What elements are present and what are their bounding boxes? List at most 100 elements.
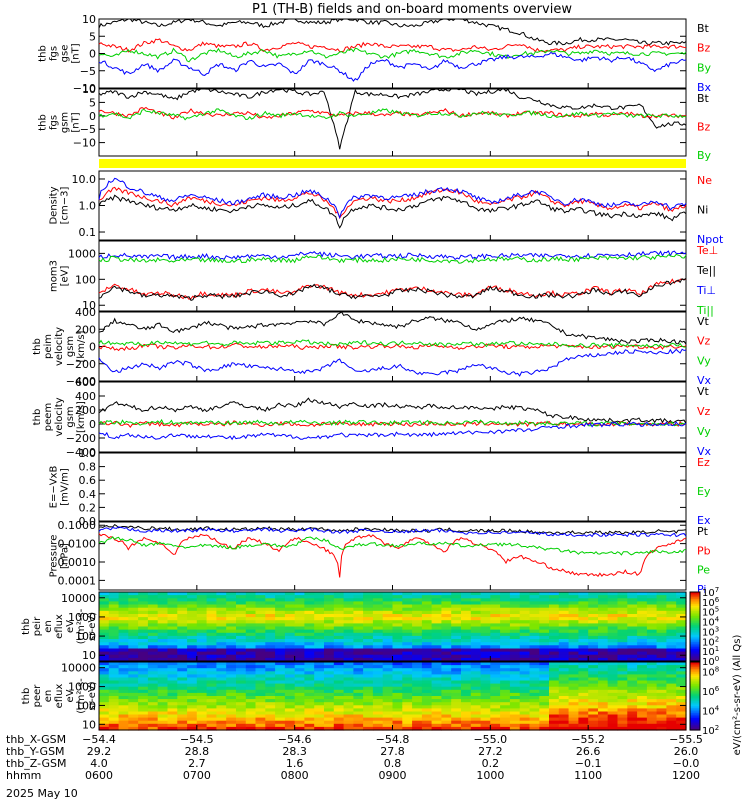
spectrogram-cell bbox=[402, 651, 413, 656]
spectrogram-cell bbox=[177, 683, 188, 688]
spectrogram-cell bbox=[353, 671, 364, 675]
y-tick-label: −400 bbox=[66, 446, 96, 459]
spectrogram-cell bbox=[99, 726, 110, 731]
spectrogram-cell bbox=[372, 629, 384, 634]
spectrogram-cell bbox=[284, 592, 296, 596]
spectrogram-cell bbox=[402, 623, 413, 628]
spectrogram-cell bbox=[147, 689, 159, 694]
spectrogram-cell bbox=[549, 665, 560, 669]
spectrogram-cell bbox=[509, 665, 521, 669]
spectrogram-cell bbox=[382, 614, 394, 618]
spectrogram-cell bbox=[304, 651, 315, 656]
spectrogram-cell bbox=[480, 635, 491, 640]
spectrogram-cell bbox=[382, 635, 394, 640]
spectrogram-cell bbox=[196, 639, 208, 643]
spectrogram-cell bbox=[324, 723, 335, 728]
spectrogram-cell bbox=[529, 614, 540, 618]
spectrogram-cell bbox=[245, 654, 257, 659]
spectrogram-cell bbox=[470, 632, 482, 637]
spectrogram-cell bbox=[412, 686, 423, 691]
spectrogram-cell bbox=[128, 705, 139, 709]
spectrogram-cell bbox=[275, 607, 286, 612]
spectrogram-cell bbox=[167, 665, 178, 669]
spectrogram-cell bbox=[99, 714, 110, 719]
spectrogram-cell bbox=[99, 617, 110, 621]
spectrogram-cell bbox=[558, 668, 570, 672]
spectrogram-cell bbox=[470, 680, 482, 685]
spectrogram-cell bbox=[275, 629, 286, 634]
series-Ne bbox=[98, 186, 687, 220]
colorbar-cell bbox=[690, 668, 700, 672]
spectrogram-cell bbox=[196, 705, 208, 709]
y-axis-label: thb bbox=[21, 618, 32, 635]
spectrogram-cell bbox=[421, 626, 433, 631]
spectrogram-cell bbox=[382, 662, 394, 666]
spectrogram-cell bbox=[588, 642, 599, 646]
spectrogram-cell bbox=[167, 708, 178, 713]
spectrogram-cell bbox=[412, 662, 423, 666]
spectrogram-cell bbox=[147, 705, 159, 709]
spectrogram-cell bbox=[333, 623, 345, 628]
spectrogram-cell bbox=[431, 671, 442, 675]
x-axis-value: −54.5 bbox=[180, 733, 214, 746]
spectrogram-cell bbox=[245, 610, 257, 615]
spectrogram-cell bbox=[539, 714, 550, 719]
spectrogram-cell bbox=[480, 623, 491, 628]
spectrogram-cell bbox=[324, 711, 335, 716]
spectrogram-cell bbox=[402, 696, 413, 700]
spectrogram-cell bbox=[324, 592, 335, 596]
spectrogram-cell bbox=[255, 717, 266, 722]
spectrogram-cell bbox=[314, 632, 325, 637]
spectrogram-cell bbox=[382, 723, 394, 728]
spectrogram-cell bbox=[598, 635, 609, 640]
spectrogram-cell bbox=[607, 601, 619, 606]
spectrogram-cell bbox=[236, 604, 247, 609]
spectrogram-cell bbox=[343, 686, 354, 691]
spectrogram-cell bbox=[656, 723, 667, 728]
spectrogram-cell bbox=[314, 595, 325, 599]
y-tick-label: 0.1000 bbox=[58, 519, 97, 532]
spectrogram-cell bbox=[617, 720, 628, 725]
spectrogram-cell bbox=[676, 671, 687, 675]
spectrogram-cell bbox=[147, 610, 159, 615]
spectrogram-cell bbox=[99, 632, 110, 637]
spectrogram-cell bbox=[402, 626, 413, 631]
spectrogram-cell bbox=[656, 689, 667, 694]
spectrogram-cell bbox=[568, 642, 579, 646]
spectrogram-cell bbox=[519, 696, 531, 700]
spectrogram-cell bbox=[324, 717, 335, 722]
spectrogram-cell bbox=[529, 623, 540, 628]
spectrogram-cell bbox=[343, 699, 354, 703]
spectrogram-cell bbox=[676, 598, 687, 602]
spectrogram-cell bbox=[392, 720, 403, 725]
spectrogram-cell bbox=[128, 614, 139, 618]
spectrogram-cell bbox=[617, 635, 628, 640]
spectrogram-cell bbox=[314, 607, 325, 612]
spectrogram-cell bbox=[676, 699, 687, 703]
spectrogram-cell bbox=[666, 620, 677, 624]
spectrogram-cell bbox=[314, 617, 325, 621]
spectrogram-cell bbox=[509, 708, 521, 713]
spectrogram-cell bbox=[421, 623, 433, 628]
y-tick-label: −5 bbox=[80, 65, 96, 78]
spectrogram-cell bbox=[284, 648, 296, 653]
spectrogram-cell bbox=[519, 665, 531, 669]
spectrogram-cell bbox=[421, 671, 433, 675]
spectrogram-cell bbox=[128, 620, 139, 624]
colorbar-cell bbox=[690, 713, 700, 716]
spectrogram-cell bbox=[578, 705, 589, 709]
spectrogram-cell bbox=[578, 686, 589, 691]
spectrogram-cell bbox=[304, 662, 315, 666]
spectrogram-cell bbox=[236, 668, 247, 672]
spectrogram-cell bbox=[676, 651, 687, 656]
colorbar-cell bbox=[690, 702, 700, 706]
spectrogram-cell bbox=[118, 620, 129, 624]
spectrogram-cell bbox=[206, 662, 217, 666]
spectrogram-cell bbox=[128, 592, 139, 596]
spectrogram-cell bbox=[470, 677, 482, 682]
spectrogram-cell bbox=[128, 717, 139, 722]
spectrogram-cell bbox=[363, 607, 374, 612]
spectrogram-cell bbox=[353, 610, 364, 615]
spectrogram-cell bbox=[157, 657, 169, 662]
spectrogram-cell bbox=[431, 632, 442, 637]
